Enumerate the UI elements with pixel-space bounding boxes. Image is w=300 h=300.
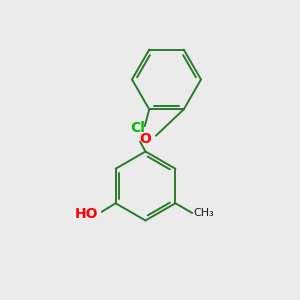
Text: O: O (140, 132, 152, 145)
Text: CH₃: CH₃ (194, 208, 214, 218)
Text: Cl: Cl (130, 121, 145, 135)
Text: HO: HO (75, 208, 99, 221)
